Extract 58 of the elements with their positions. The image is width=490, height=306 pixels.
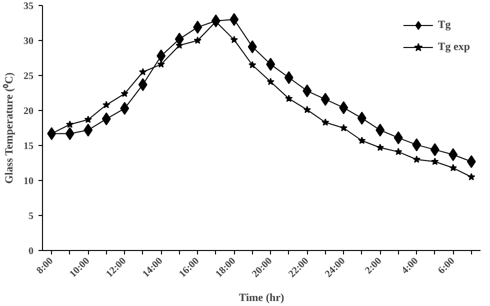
- point: [194, 36, 202, 44]
- point: [285, 94, 293, 102]
- point: [266, 58, 276, 71]
- point: [303, 106, 311, 114]
- point: [120, 102, 130, 115]
- point: [468, 173, 476, 180]
- point: [248, 61, 256, 68]
- point: [230, 13, 239, 26]
- point: [284, 71, 294, 84]
- x-tick-label: 6:00: [436, 256, 458, 276]
- point: [139, 68, 147, 76]
- point: [431, 158, 439, 165]
- point: [466, 155, 476, 168]
- x-tick-label: 8:00: [34, 256, 56, 276]
- point: [320, 92, 330, 106]
- point: [412, 138, 422, 152]
- legend-label: Tg exp: [438, 41, 470, 53]
- point: [102, 112, 111, 126]
- point: [66, 120, 74, 128]
- point: [248, 40, 257, 54]
- point: [65, 127, 74, 140]
- point: [230, 36, 238, 44]
- point: [84, 116, 92, 123]
- point: [340, 124, 348, 132]
- point: [357, 112, 366, 125]
- point: [339, 101, 348, 114]
- y-tick-label: 15: [24, 141, 34, 152]
- y-axis-title: Glass Temperature (⁰C): [2, 72, 16, 184]
- point: [302, 84, 312, 98]
- legend-label: Tg: [438, 19, 452, 31]
- point: [358, 136, 366, 144]
- point: [266, 78, 274, 86]
- x-tick-label: 2:00: [363, 256, 384, 276]
- point: [102, 100, 110, 108]
- point: [376, 124, 385, 137]
- point: [376, 144, 384, 151]
- point: [193, 20, 202, 34]
- point: [448, 148, 458, 162]
- point: [322, 118, 330, 126]
- point: [430, 143, 440, 156]
- y-tick-label: 5: [28, 211, 34, 222]
- point: [394, 131, 403, 144]
- point: [138, 78, 148, 92]
- y-tick-label: 35: [24, 1, 34, 12]
- x-tick-label: 4:00: [400, 256, 421, 276]
- y-tick-label: 0: [28, 246, 34, 257]
- point: [84, 124, 93, 137]
- y-tick-label: 30: [24, 36, 34, 47]
- point: [394, 148, 402, 156]
- x-axis-title: Time (hr): [238, 292, 284, 304]
- point: [412, 156, 420, 163]
- y-tick-label: 10: [24, 176, 34, 187]
- point: [157, 60, 165, 68]
- y-tick-label: 25: [24, 71, 34, 82]
- point: [120, 90, 128, 98]
- point: [156, 49, 166, 62]
- y-tick-label: 20: [24, 106, 34, 117]
- point: [449, 164, 457, 172]
